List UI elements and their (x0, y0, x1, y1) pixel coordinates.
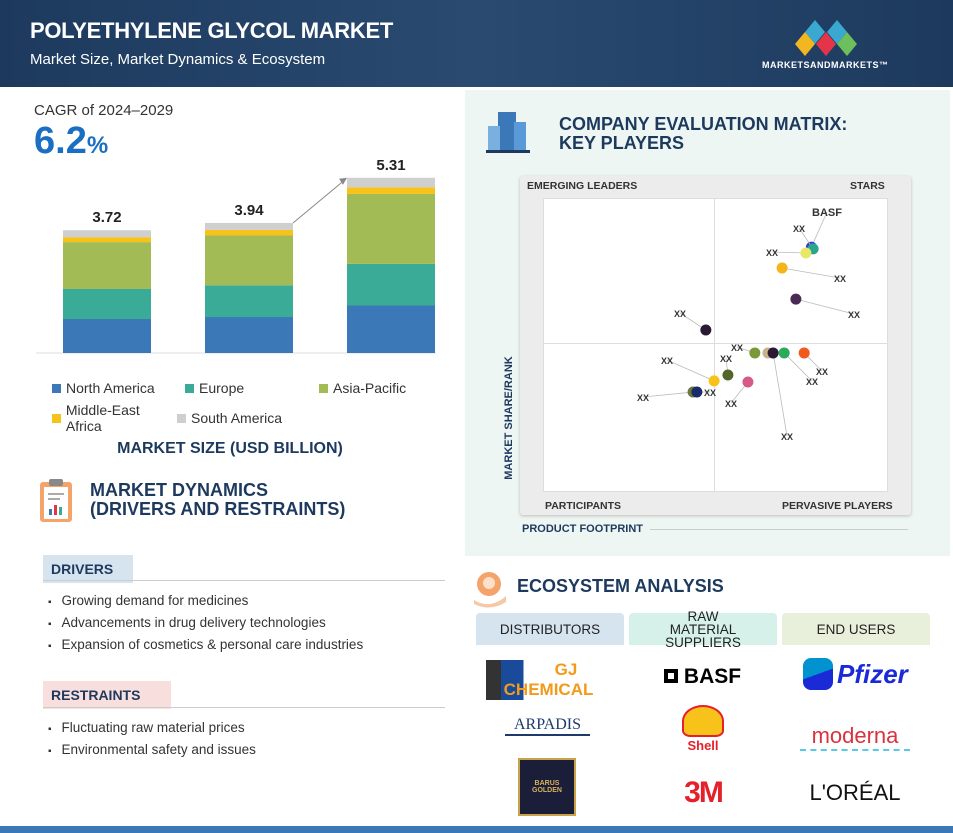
ecosystem-hand-icon (474, 572, 506, 608)
bar-segment-europe (205, 285, 293, 318)
bar-segment-asia-pacific (347, 193, 435, 264)
bar-segment-south-america (347, 177, 435, 188)
bar-segment-south-america (63, 230, 151, 238)
legend-label: South America (191, 410, 283, 426)
brand-name: MARKETSANDMARKETS™ (762, 60, 889, 70)
logo-barus-golden: BARUS GOLDEN (518, 758, 576, 816)
logo-moderna: moderna (800, 723, 910, 751)
page-title: POLYETHYLENE GLYCOL MARKET (30, 18, 393, 43)
dynamics-title: MARKET DYNAMICS (DRIVERS AND RESTRAINTS) (90, 481, 345, 519)
matrix-plot-area (543, 198, 888, 492)
matrix-title: COMPANY EVALUATION MATRIX: KEY PLAYERS (559, 115, 847, 153)
legend-item: South America (177, 402, 297, 434)
growth-arrow (292, 179, 346, 224)
legend-swatch (185, 383, 194, 393)
legend-swatch (52, 383, 61, 393)
bar-total-label: 3.72 (92, 209, 121, 226)
bar-segment-north-america (205, 317, 293, 353)
ecosystem-title: ECOSYSTEM ANALYSIS (517, 576, 724, 596)
legend-item: Europe (185, 380, 319, 396)
x-axis-arrow (650, 529, 908, 530)
dynamics-title-line1: MARKET DYNAMICS (90, 480, 268, 500)
market-size-chart: 3.72 2023 3.94 2024 5.31 2029 (36, 157, 436, 365)
restraint-item: Environmental safety and issues (48, 742, 256, 757)
eco-header-end-users: END USERS (782, 613, 930, 645)
logo-basf: BASF (655, 665, 750, 689)
bar-segment-middle-east-africa (347, 187, 435, 194)
logo-3m: 3M (684, 776, 724, 809)
logo-arpadis: ARPADIS (505, 716, 590, 736)
cagr-number: 6.2 (34, 120, 87, 162)
legend-item: North America (52, 380, 185, 396)
driver-item: Advancements in drug delivery technologi… (48, 615, 326, 630)
matrix-y-label: MARKET SHARE/RANK (503, 356, 515, 480)
logo-gj-chemical-text: GJ CHEMICAL (503, 660, 594, 699)
bar-segment-north-america (347, 305, 435, 353)
bar-segment-north-america (63, 319, 151, 353)
matrix-h-divider (543, 343, 888, 344)
pfizer-icon (803, 658, 833, 690)
quadrant-stars: STARS (850, 180, 885, 192)
legend-swatch (319, 383, 328, 393)
legend-label: Middle-East Africa (65, 402, 140, 434)
x-tick-label: 2029 (375, 362, 406, 365)
legend-label: Europe (199, 380, 245, 396)
bar-segment-europe (347, 263, 435, 306)
bar-total-label: 5.31 (376, 157, 405, 174)
header-banner: POLYETHYLENE GLYCOL MARKET Market Size, … (0, 0, 953, 87)
bar-segment-europe (63, 288, 151, 320)
driver-item: Expansion of cosmetics & personal care i… (48, 637, 364, 652)
clipboard-icon (40, 479, 72, 522)
legend-label: Asia-Pacific (333, 380, 407, 396)
legend-item: Middle-East Africa (52, 402, 177, 434)
eco-header-distributors: DISTRIBUTORS (476, 613, 624, 645)
bar-segment-south-america (205, 222, 293, 230)
dynamics-title-line2: (DRIVERS AND RESTRAINTS) (90, 499, 346, 519)
buildings-icon (486, 112, 530, 153)
restraints-tab: RESTRAINTS (43, 681, 171, 709)
x-tick-label: 2023 (91, 362, 122, 365)
matrix-title-line2: KEY PLAYERS (559, 133, 685, 153)
page-subtitle: Market Size, Market Dynamics & Ecosystem (30, 51, 326, 68)
eco-header-raw-material-suppliers: RAW MATERIAL SUPPLIERS (629, 609, 777, 649)
quadrant-pervasive-players: PERVASIVE PLAYERS (782, 500, 893, 512)
logo-loreal: L'ORÉAL (809, 780, 901, 805)
restraint-item: Fluctuating raw material prices (48, 720, 245, 735)
logo-pfizer: Pfizer (803, 658, 913, 690)
bar-segment-asia-pacific (63, 242, 151, 289)
shell-icon (682, 705, 724, 737)
legend-item: Asia-Pacific (319, 380, 429, 396)
driver-item: Growing demand for medicines (48, 593, 249, 608)
cagr-value: 6.2% (34, 120, 108, 163)
growth-arrow-head (339, 177, 347, 185)
logo-pfizer-text: Pfizer (837, 658, 908, 689)
bar-total-label: 3.94 (234, 202, 264, 219)
footer-bar (0, 826, 953, 833)
chart-legend: North America Europe Asia-Pacific Middle-Ea… (52, 380, 432, 434)
x-tick-label: 2024 (233, 362, 264, 365)
cagr-label: CAGR of 2024–2029 (34, 102, 174, 119)
cagr-unit: % (86, 132, 109, 159)
bar-segment-middle-east-africa (63, 237, 151, 243)
legend-swatch (52, 413, 61, 423)
market-size-label: MARKET SIZE (USD BILLION) (117, 440, 343, 457)
logo-gj-chemical: GJ CHEMICAL (486, 660, 611, 700)
quadrant-participants: PARTICIPANTS (545, 500, 622, 512)
brand-logo-icon (795, 20, 857, 56)
drivers-tab: DRIVERS (43, 555, 133, 583)
matrix-title-line1: COMPANY EVALUATION MATRIX: (559, 114, 848, 134)
drivers-divider (43, 580, 445, 581)
matrix-x-label: PRODUCT FOOTPRINT (522, 523, 643, 535)
restraints-divider (43, 707, 445, 708)
bar-segment-middle-east-africa (205, 229, 293, 236)
quadrant-emerging-leaders: EMERGING LEADERS (527, 180, 638, 192)
logo-basf-text: BASF (683, 665, 742, 688)
legend-swatch (177, 413, 186, 423)
matrix-v-divider (714, 198, 715, 492)
bar-segment-asia-pacific (205, 235, 293, 286)
logo-shell: Shell (687, 738, 719, 753)
legend-label: North America (66, 380, 155, 396)
